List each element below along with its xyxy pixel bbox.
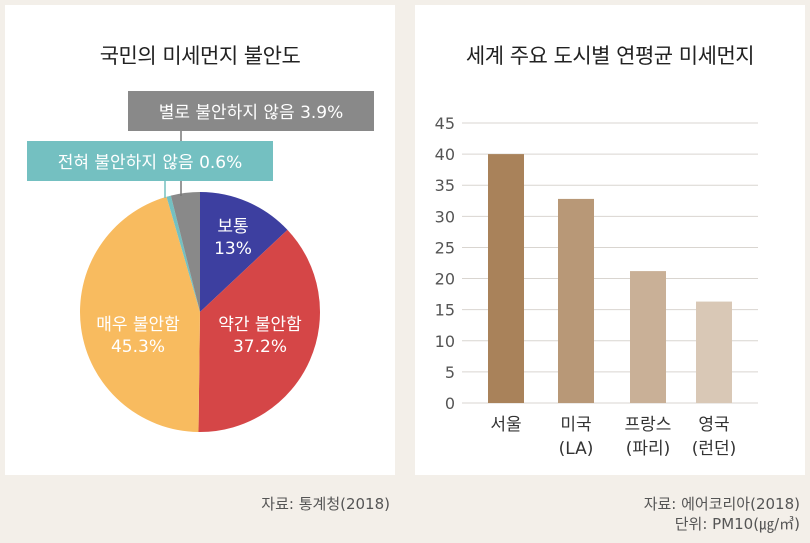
pie-slice-value: 13%	[214, 239, 252, 259]
pie-slice-value: 37.2%	[233, 337, 287, 357]
x-tick-label: 프랑스	[625, 415, 672, 435]
pie-source: 자료: 통계청(2018)	[261, 495, 390, 513]
bar	[630, 271, 666, 403]
y-tick-label: 25	[435, 238, 455, 257]
y-tick-label: 0	[445, 394, 455, 413]
pie-slice-value: 45.3%	[111, 337, 165, 357]
pie-title: 국민의 미세먼지 불안도	[99, 44, 301, 68]
y-tick-label: 15	[435, 301, 455, 320]
x-tick-label: 미국	[560, 415, 591, 435]
pie-slice	[198, 229, 321, 432]
pie-slice	[166, 195, 200, 312]
bar-panel: 세계 주요 도시별 연평균 미세먼지	[415, 5, 805, 475]
bar	[488, 154, 524, 403]
bar-source: 자료: 에어코리아(2018) 단위: PM10(㎍/㎥)	[644, 494, 800, 534]
callout-label: 전혀 불안하지 않음 0.6%	[58, 153, 243, 173]
y-tick-label: 45	[435, 114, 455, 133]
pie-slice	[79, 196, 200, 432]
bar	[558, 198, 594, 403]
pie-slice-label: 약간 불안함	[218, 315, 302, 335]
pie-slice-label: 보통	[217, 217, 248, 237]
bar	[696, 301, 732, 403]
callout-box	[128, 91, 374, 131]
bar-title: 세계 주요 도시별 연평균 미세먼지	[465, 44, 755, 68]
y-tick-label: 35	[435, 176, 455, 195]
y-tick-label: 5	[445, 363, 455, 382]
pie-slice-label: 매우 불안함	[96, 315, 180, 335]
y-tick-label: 40	[435, 145, 455, 164]
x-tick-label: (런던)	[692, 439, 737, 459]
bar-unit: 단위: PM10(㎍/㎥)	[674, 515, 800, 533]
pie-slice	[200, 192, 288, 312]
callout-box	[27, 141, 273, 181]
callout-label: 별로 불안하지 않음 3.9%	[159, 103, 344, 123]
y-tick-label: 10	[435, 332, 455, 351]
x-tick-label: 서울	[490, 415, 521, 435]
y-tick-label: 30	[435, 207, 455, 226]
x-tick-label: (파리)	[626, 439, 671, 459]
x-tick-label: 영국	[698, 415, 729, 435]
bar-source-text: 자료: 에어코리아(2018)	[643, 495, 800, 513]
x-tick-label: (LA)	[559, 439, 594, 459]
y-tick-label: 20	[435, 270, 455, 289]
pie-slice	[170, 192, 200, 312]
